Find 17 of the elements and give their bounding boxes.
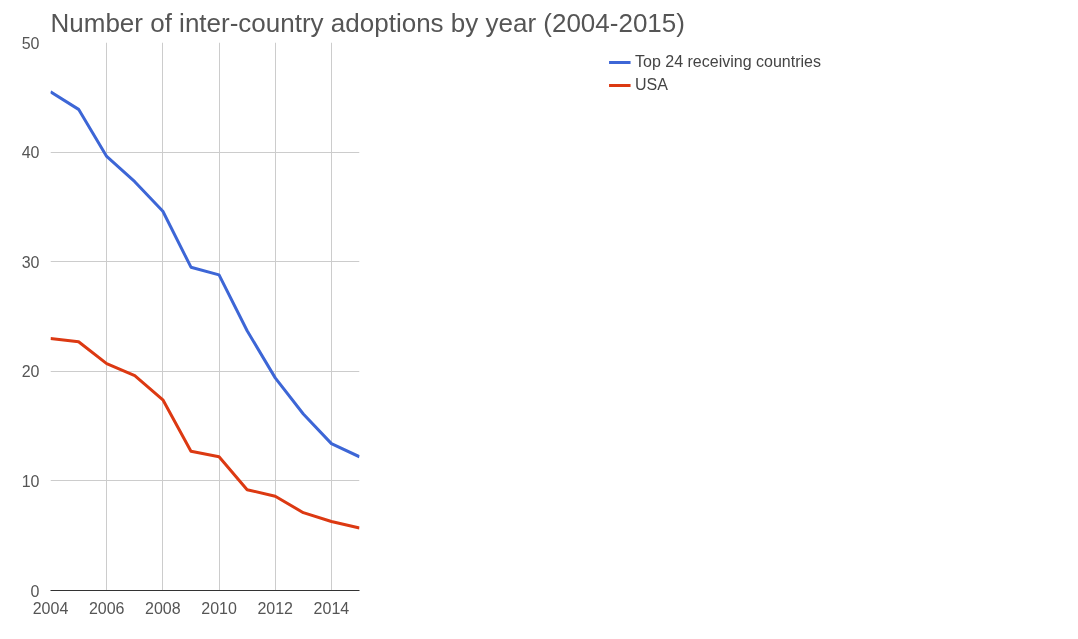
legend-label: Top 24 receiving countries <box>635 53 821 71</box>
line-series <box>50 90 360 459</box>
chart-title: Number of inter-country adoptions by year (2004-2015) <box>50 7 685 38</box>
x-tick-label: 2006 <box>88 599 125 617</box>
legend-label: USA <box>635 76 669 94</box>
y-tick-label: 50 <box>21 34 40 52</box>
y-tick-label: 30 <box>21 253 40 271</box>
y-tick-label: 40 <box>21 144 40 162</box>
x-tick-label: 2004 <box>32 599 69 617</box>
x-tick-label: 2010 <box>201 599 237 617</box>
x-tick-label: 2012 <box>257 599 294 617</box>
y-tick-label: 10 <box>21 472 40 490</box>
x-tick-label: 2008 <box>145 599 181 617</box>
y-tick-label: 20 <box>21 363 40 381</box>
line-series <box>50 336 360 530</box>
y-tick-label: 0 <box>30 582 40 600</box>
x-tick-label: 2014 <box>313 599 350 617</box>
